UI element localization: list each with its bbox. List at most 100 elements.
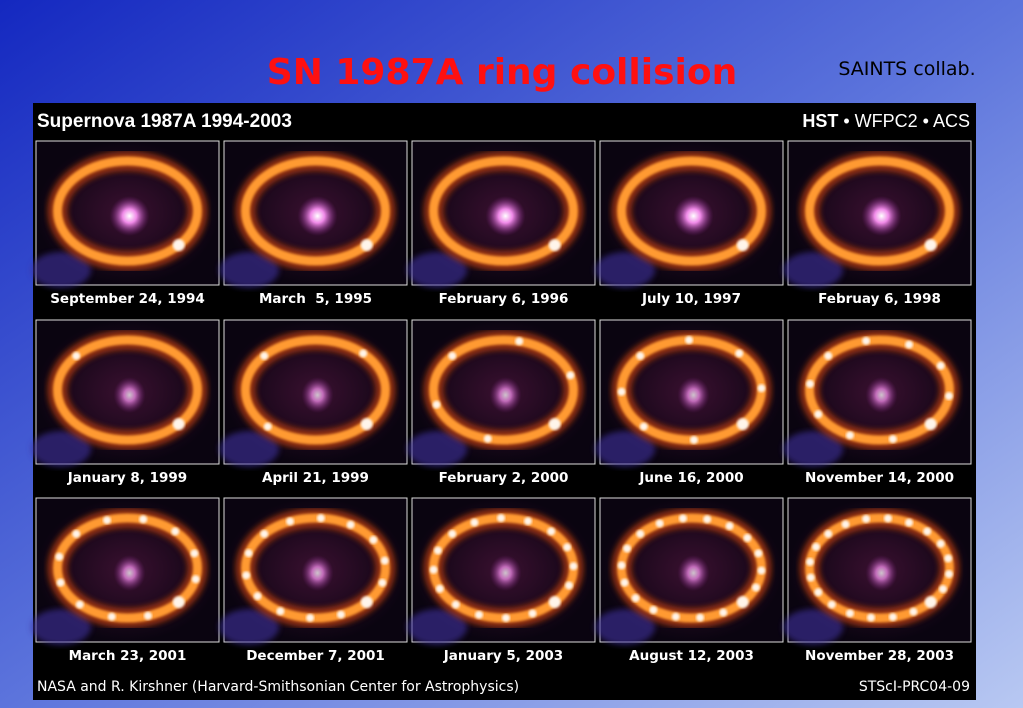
hot-spot [924,239,937,252]
frame: January 5, 2003 [407,497,596,664]
hot-spot [451,600,460,609]
core [109,196,150,236]
frame: August 12, 2003 [595,497,784,664]
frame: September 24, 1994 [31,140,220,307]
panel-title: Supernova 1987A 1994-2003 [37,111,292,132]
hot-spot [814,588,823,597]
date-label: February 6, 1996 [439,291,569,307]
nebula [407,252,467,288]
hot-spot [448,529,457,538]
hot-spot [435,584,444,593]
hot-spot [380,556,389,565]
hot-spot [703,515,712,524]
hot-spot [548,418,561,431]
hot-spot [689,435,698,444]
hot-spot [475,610,484,619]
hot-spot [743,533,752,542]
hot-spot [944,554,953,563]
hot-spot [171,527,180,536]
nebula [219,252,279,288]
hot-spot [470,518,479,527]
hot-spot [190,549,199,558]
hot-spot [888,435,897,444]
core [673,196,714,236]
slide-title: SN 1987A ring collision [267,52,737,93]
hot-spot [841,520,850,529]
hot-spot [671,612,680,621]
hot-spot [172,596,185,609]
ring [53,513,202,623]
hst: HST [802,111,838,131]
ring [241,513,390,623]
hot-spot [888,613,897,622]
ring [241,335,390,445]
frame: December 7, 2001 [219,497,408,664]
nebula [783,252,843,288]
hot-spot [944,392,953,401]
hot-spot [696,613,705,622]
frame: Februay 6, 1998 [783,140,972,307]
hot-spot [936,539,945,548]
hot-spot [103,516,112,525]
hot-spot [483,434,492,443]
nebula [31,609,91,645]
nebula [783,431,843,467]
hot-spot [433,546,442,555]
core [677,377,710,413]
date-label: November 28, 2003 [805,648,954,664]
hot-spot [655,519,664,528]
date-label: March 5, 1995 [259,291,372,307]
frames: September 24, 1994 March 5, 1995 February … [31,140,972,664]
hot-spot [55,552,64,561]
hot-spot [360,418,373,431]
hot-spot [515,337,524,346]
hot-spot [563,543,572,552]
hot-spot [649,605,658,614]
date-label: January 8, 1999 [67,470,187,486]
hot-spot [678,514,687,523]
footer-left: NASA and R. Kirshner (Harvard-Smithsonia… [37,679,519,695]
ring [53,156,202,266]
hot-spot [172,239,185,252]
hot-spot [862,336,871,345]
ring [241,156,390,266]
nebula [407,609,467,645]
ring [53,335,202,445]
hot-spot [631,594,640,603]
frame: February 2, 2000 [407,319,596,486]
hot-spot [569,562,578,571]
date-label: June 16, 2000 [638,470,743,486]
hot-spot [429,565,438,574]
date-label: September 24, 1994 [50,291,205,307]
hot-spot [924,596,937,609]
nebula [31,252,91,288]
hot-spot [754,549,763,558]
hot-spot [639,422,648,431]
hot-spot [501,613,510,622]
hot-spot [253,592,262,601]
hot-spot [827,600,836,609]
frame: February 6, 1996 [407,140,596,307]
hot-spot [263,422,272,431]
nebula [219,431,279,467]
hot-spot [172,418,185,431]
frame: July 10, 1997 [595,140,784,307]
hot-spot [378,578,387,587]
core [865,377,898,413]
ring [805,513,954,623]
core [489,555,522,591]
hot-spot [528,609,537,618]
hot-spot [276,607,285,616]
core [297,196,338,236]
frame: January 8, 1999 [31,319,220,486]
hot-spot [845,431,854,440]
hot-spot [369,535,378,544]
date-label: Februay 6, 1998 [818,291,941,307]
hot-spot [260,351,269,360]
hot-spot [336,610,345,619]
hot-spot [751,583,760,592]
hot-spot [107,612,116,621]
hot-spot [862,514,871,523]
hot-spot [56,578,65,587]
frame: March 5, 1995 [219,140,408,307]
